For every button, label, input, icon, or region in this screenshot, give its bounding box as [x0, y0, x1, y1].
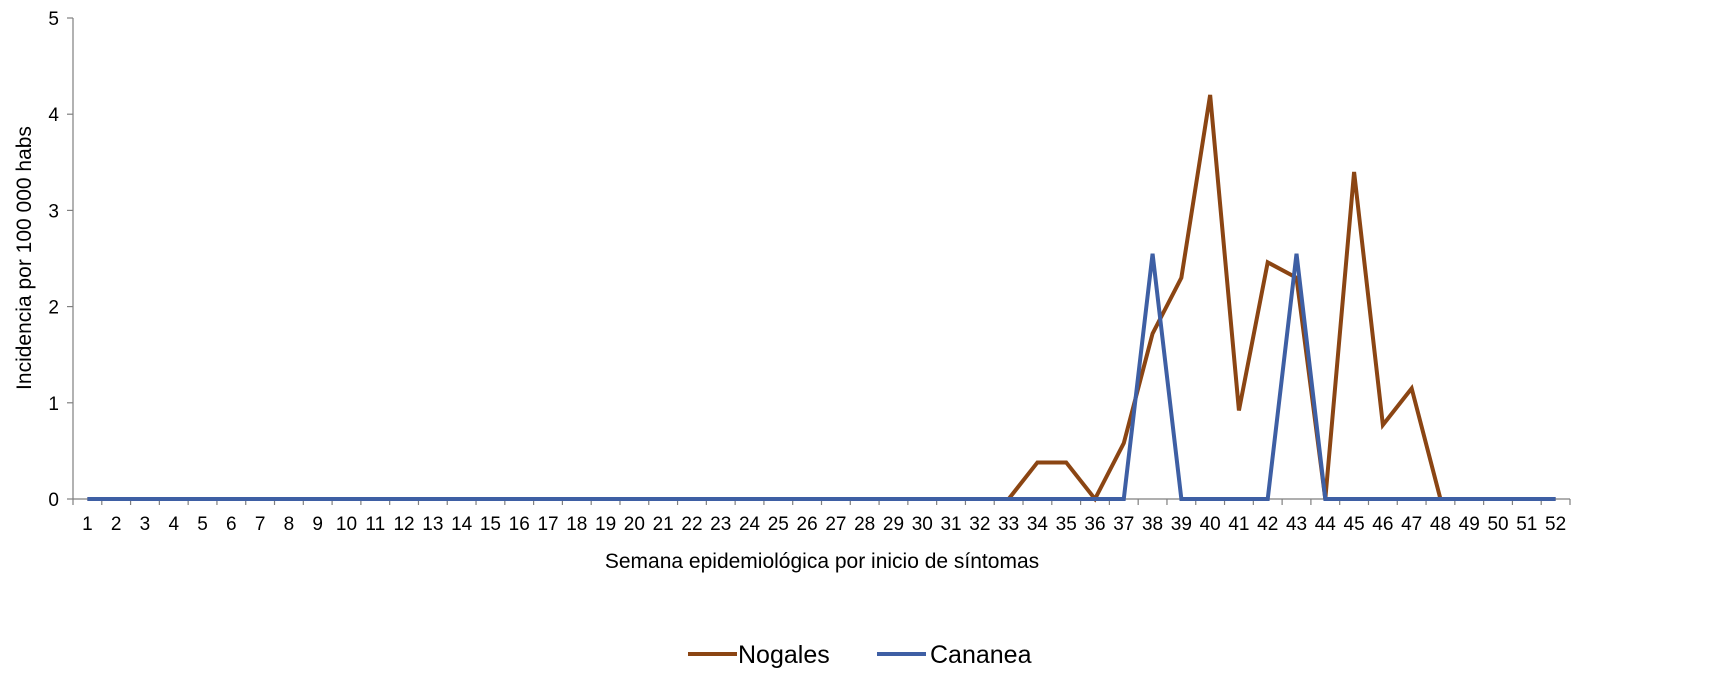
series-line-nogales [87, 94, 1556, 503]
series-line-cananea [87, 253, 1556, 501]
x-tick-label: 47 [1401, 514, 1422, 535]
y-tick-label: 1 [48, 394, 59, 415]
x-axis-title: Semana epidemiológica por inicio de sínt… [605, 550, 1039, 573]
x-tick-label: 41 [1228, 514, 1249, 535]
y-ticks: 0 1 2 3 4 5 [48, 9, 73, 511]
x-tick-label: 3 [140, 514, 151, 535]
x-tick-label: 31 [940, 514, 961, 535]
x-tick-label: 20 [624, 514, 645, 535]
y-tick-label: 4 [48, 105, 59, 126]
x-ticks: 1 2 3 4 5 6 7 8 9 10 11 12 13 14 15 16 17 18 19 20 21 22 23 24 2… [72, 499, 1571, 535]
x-tick-label: 15 [480, 514, 501, 535]
x-tick-label: 29 [883, 514, 904, 535]
x-tick-label: 35 [1056, 514, 1077, 535]
y-tick-label: 5 [48, 9, 59, 30]
x-tick-label: 51 [1516, 514, 1537, 535]
x-tick-label: 28 [854, 514, 875, 535]
x-tick-label: 49 [1459, 514, 1480, 535]
x-tick-label: 37 [1113, 514, 1134, 535]
x-tick-label: 9 [312, 514, 323, 535]
y-tick-label: 0 [48, 490, 59, 511]
x-tick-label: 36 [1084, 514, 1105, 535]
x-axis: 1 2 3 4 5 6 7 8 9 10 11 12 13 14 15 16 17 18 19 20 21 22 23 24 2… [72, 498, 1571, 535]
x-tick-label: 52 [1545, 514, 1566, 535]
x-tick-label: 7 [255, 514, 266, 535]
x-tick-label: 11 [365, 514, 385, 535]
x-tick-label: 5 [197, 514, 208, 535]
x-tick-label: 16 [509, 514, 530, 535]
x-tick-label: 30 [912, 514, 933, 535]
x-tick-label: 22 [681, 514, 702, 535]
x-tick-label: 44 [1315, 514, 1337, 535]
x-tick-label: 48 [1430, 514, 1451, 535]
x-tick-label: 8 [284, 514, 295, 535]
x-tick-label: 21 [653, 514, 674, 535]
x-tick-label: 24 [739, 514, 761, 535]
x-tick-label: 50 [1487, 514, 1508, 535]
y-axis-title: Incidencia por 100 000 habs [13, 126, 36, 390]
x-tick-label: 39 [1171, 514, 1192, 535]
x-tick-label: 45 [1344, 514, 1365, 535]
x-tick-label: 26 [797, 514, 818, 535]
x-tick-label: 1 [82, 514, 93, 535]
legend-label-cananea: Cananea [930, 641, 1032, 669]
x-tick-label: 10 [336, 514, 357, 535]
x-tick-label: 27 [825, 514, 846, 535]
x-tick-label: 6 [226, 514, 237, 535]
x-tick-label: 14 [451, 514, 473, 535]
x-tick-label: 13 [422, 514, 443, 535]
x-tick-label: 19 [595, 514, 616, 535]
x-tick-label: 25 [768, 514, 789, 535]
x-tick-label: 43 [1286, 514, 1307, 535]
x-tick-label: 4 [168, 514, 179, 535]
legend-label-nogales: Nogales [738, 641, 830, 669]
y-tick-label: 2 [48, 298, 59, 319]
x-tick-label: 40 [1200, 514, 1221, 535]
x-tick-label: 2 [111, 514, 122, 535]
x-tick-label: 33 [998, 514, 1019, 535]
series-layer [87, 94, 1556, 503]
legend: Nogales Cananea [688, 641, 1032, 669]
x-tick-label: 46 [1372, 514, 1393, 535]
x-tick-label: 18 [566, 514, 587, 535]
x-tick-label: 42 [1257, 514, 1278, 535]
x-tick-label: 34 [1027, 514, 1049, 535]
x-tick-label: 17 [537, 514, 558, 535]
y-axis: 0 1 2 3 4 5 [48, 9, 74, 511]
x-tick-label: 23 [710, 514, 731, 535]
x-tick-label: 32 [969, 514, 990, 535]
y-tick-label: 3 [48, 201, 59, 222]
x-tick-label: 38 [1142, 514, 1163, 535]
x-tick-label: 12 [393, 514, 414, 535]
